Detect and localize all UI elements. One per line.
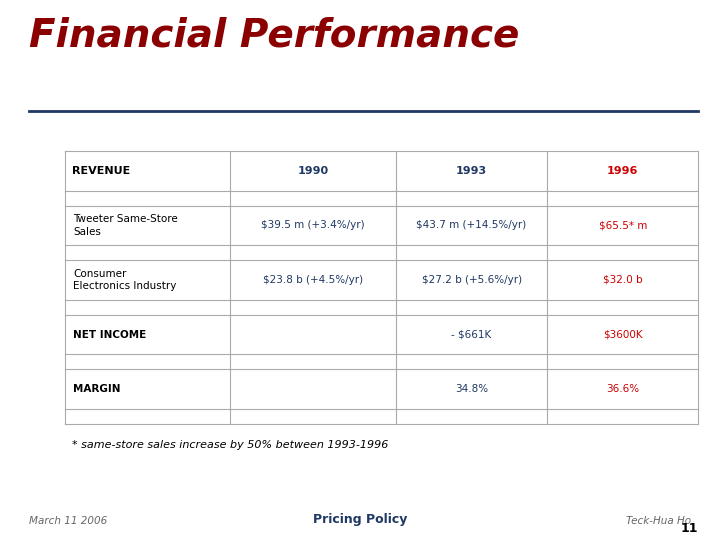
Text: 1993: 1993 bbox=[456, 166, 487, 176]
Text: 1996: 1996 bbox=[607, 166, 639, 176]
Text: MARGIN: MARGIN bbox=[73, 384, 121, 394]
Text: $23.8 b (+4.5%/yr): $23.8 b (+4.5%/yr) bbox=[263, 275, 364, 285]
Text: Tweeter Same-Store
Sales: Tweeter Same-Store Sales bbox=[73, 214, 178, 237]
Text: Consumer
Electronics Industry: Consumer Electronics Industry bbox=[73, 269, 177, 291]
Text: Teck-Hua Ho: Teck-Hua Ho bbox=[626, 516, 691, 526]
Text: NET INCOME: NET INCOME bbox=[73, 329, 147, 340]
Text: $39.5 m (+3.4%/yr): $39.5 m (+3.4%/yr) bbox=[261, 220, 365, 231]
Text: $65.5* m: $65.5* m bbox=[598, 220, 647, 231]
Text: Financial Performance: Financial Performance bbox=[29, 16, 519, 54]
Text: * same-store sales increase by 50% between 1993-1996: * same-store sales increase by 50% betwe… bbox=[72, 440, 388, 450]
Text: 1990: 1990 bbox=[297, 166, 329, 176]
Text: $3600K: $3600K bbox=[603, 329, 643, 340]
Text: Pricing Policy: Pricing Policy bbox=[312, 514, 408, 526]
Text: 34.8%: 34.8% bbox=[455, 384, 488, 394]
Text: - $661K: - $661K bbox=[451, 329, 492, 340]
Text: March 11 2006: March 11 2006 bbox=[29, 516, 107, 526]
Text: 11: 11 bbox=[681, 522, 698, 535]
Text: $27.2 b (+5.6%/yr): $27.2 b (+5.6%/yr) bbox=[421, 275, 522, 285]
Text: REVENUE: REVENUE bbox=[72, 166, 130, 176]
Text: $43.7 m (+14.5%/yr): $43.7 m (+14.5%/yr) bbox=[416, 220, 527, 231]
Text: 36.6%: 36.6% bbox=[606, 384, 639, 394]
Text: $32.0 b: $32.0 b bbox=[603, 275, 643, 285]
